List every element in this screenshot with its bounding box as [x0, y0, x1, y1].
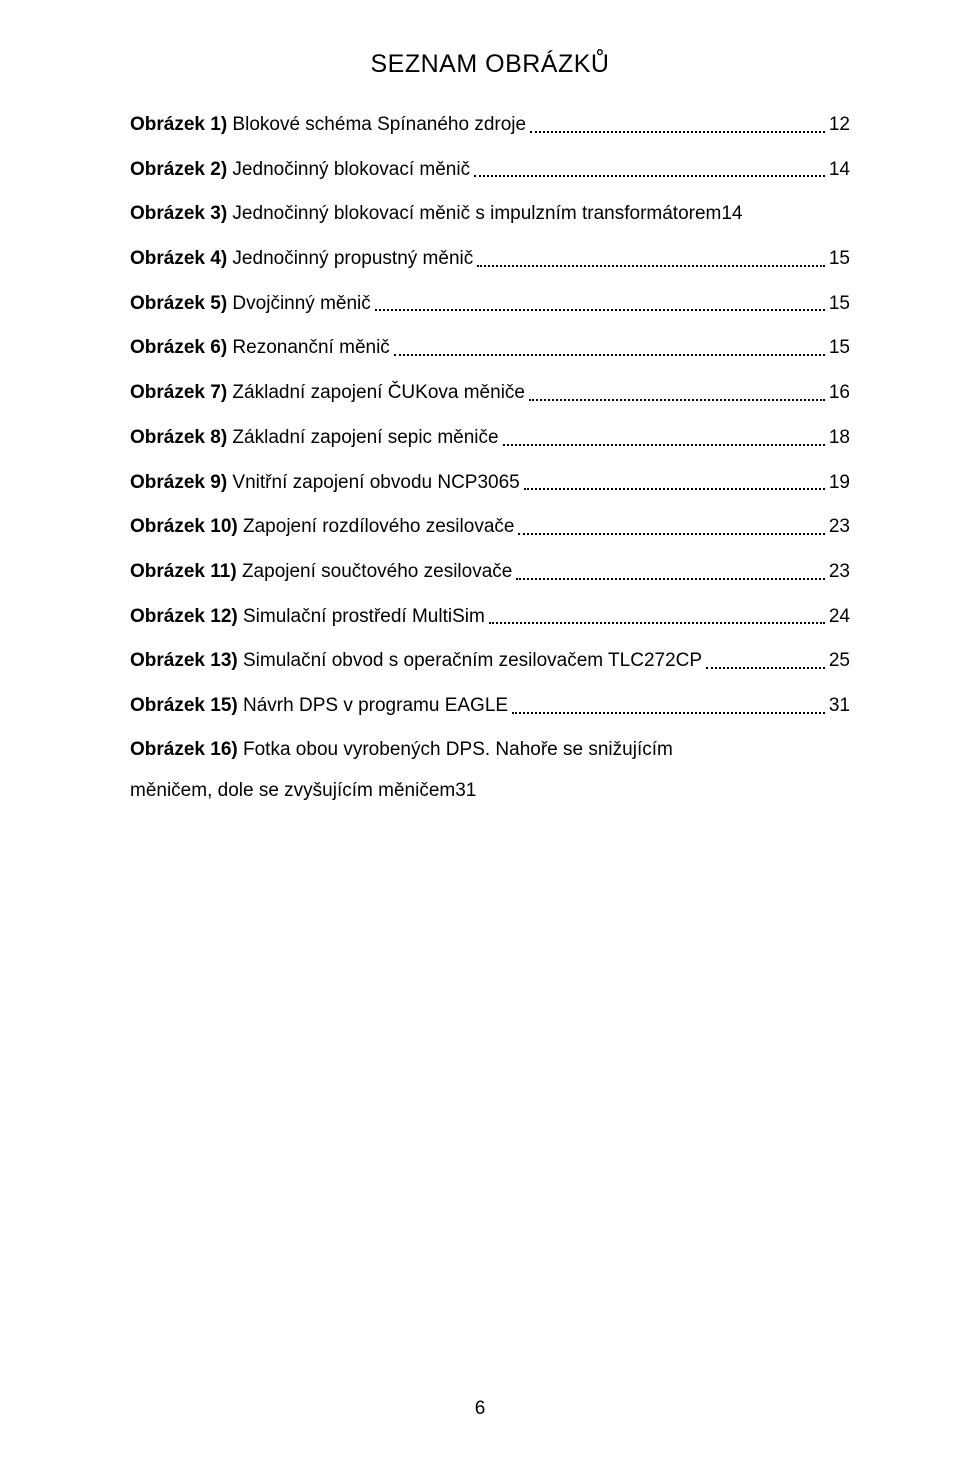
toc-rest: Základní zapojení sepic měniče: [227, 426, 498, 451]
toc-lead: Obrázek 12): [130, 605, 238, 630]
toc-entry: Obrázek 5) Dvojčinný měnič 15: [130, 292, 850, 317]
toc-entry: Obrázek 15) Návrh DPS v programu EAGLE 3…: [130, 694, 850, 719]
toc-page-number: 15: [829, 336, 850, 361]
toc-entry: Obrázek 12) Simulační prostředí MultiSim…: [130, 605, 850, 630]
toc-entry: Obrázek 7) Základní zapojení ČUKova měni…: [130, 381, 850, 406]
page-footer-number: 6: [0, 1398, 960, 1420]
toc-entry: Obrázek 1) Blokové schéma Spínaného zdro…: [130, 113, 850, 138]
toc-dots: [375, 309, 825, 311]
toc-lead: Obrázek 9): [130, 471, 227, 496]
toc-lead: Obrázek 5): [130, 292, 227, 317]
toc-rest: Jednočinný propustný měnič: [227, 247, 473, 272]
toc-entry: Obrázek 3) Jednočinný blokovací měnič s …: [130, 202, 850, 227]
toc-entry: Obrázek 8) Základní zapojení sepic měnič…: [130, 426, 850, 451]
toc-rest: Dvojčinný měnič: [227, 292, 371, 317]
toc-rest: Zapojení rozdílového zesilovače: [238, 515, 515, 540]
table-of-contents: Obrázek 1) Blokové schéma Spínaného zdro…: [130, 113, 850, 719]
toc-rest: Blokové schéma Spínaného zdroje: [227, 113, 526, 138]
toc-page-number: 31: [455, 779, 476, 804]
toc-rest: Simulační prostředí MultiSim: [238, 605, 485, 630]
toc-entry: Obrázek 9) Vnitřní zapojení obvodu NCP30…: [130, 471, 850, 496]
toc-page-number: 31: [829, 694, 850, 719]
toc-lead: Obrázek 10): [130, 515, 238, 540]
toc-page-number: 23: [829, 560, 850, 585]
toc-lead: Obrázek 8): [130, 426, 227, 451]
toc-lead: Obrázek 7): [130, 381, 227, 406]
toc-lead: Obrázek 11): [130, 560, 237, 585]
toc-page-number: 12: [829, 113, 850, 138]
toc-dots: [477, 265, 825, 267]
toc-page-number: 14: [721, 202, 742, 227]
toc-page-number: 25: [829, 649, 850, 674]
toc-dots: [474, 175, 825, 177]
toc-rest: Vnitřní zapojení obvodu NCP3065: [227, 471, 520, 496]
toc-rest: Návrh DPS v programu EAGLE: [238, 694, 508, 719]
toc-rest: Jednočinný blokovací měnič s impulzním t…: [227, 202, 721, 227]
toc-entry-multiline: Obrázek 16) Fotka obou vyrobených DPS. N…: [130, 739, 850, 804]
toc-rest: Simulační obvod s operačním zesilovačem …: [238, 649, 702, 674]
toc-lead: Obrázek 1): [130, 113, 227, 138]
toc-page-number: 24: [829, 605, 850, 630]
toc-rest: Zapojení součtového zesilovače: [237, 560, 513, 585]
toc-lead: Obrázek 13): [130, 649, 238, 674]
toc-page-number: 23: [829, 515, 850, 540]
toc-page-number: 15: [829, 292, 850, 317]
toc-lead: Obrázek 16): [130, 739, 238, 760]
toc-dots: [518, 533, 824, 535]
toc-dots: [530, 131, 825, 133]
toc-page-number: 14: [829, 158, 850, 183]
toc-dots: [706, 667, 825, 669]
toc-dots: [512, 712, 825, 714]
toc-entry: Obrázek 11) Zapojení součtového zesilova…: [130, 560, 850, 585]
toc-entry: Obrázek 13) Simulační obvod s operačním …: [130, 649, 850, 674]
toc-page-number: 18: [829, 426, 850, 451]
toc-lead: Obrázek 3): [130, 202, 227, 227]
toc-entry: Obrázek 10) Zapojení rozdílového zesilov…: [130, 515, 850, 540]
toc-dots: [489, 622, 825, 624]
toc-rest: Fotka obou vyrobených DPS. Nahoře se sni…: [238, 739, 673, 760]
toc-rest: Rezonanční měnič: [227, 336, 390, 361]
toc-entry: Obrázek 4) Jednočinný propustný měnič 15: [130, 247, 850, 272]
toc-dots: [394, 354, 825, 356]
toc-lead: Obrázek 15): [130, 694, 238, 719]
toc-dots: [516, 578, 825, 580]
toc-page-number: 15: [829, 247, 850, 272]
toc-lead: Obrázek 6): [130, 336, 227, 361]
toc-rest: Základní zapojení ČUKova měniče: [227, 381, 525, 406]
document-page: SEZNAM OBRÁZKŮ Obrázek 1) Blokové schéma…: [0, 0, 960, 1468]
toc-rest: Jednočinný blokovací měnič: [227, 158, 470, 183]
toc-dots: [503, 444, 825, 446]
toc-lead: Obrázek 4): [130, 247, 227, 272]
toc-page-number: 16: [829, 381, 850, 406]
toc-page-number: 19: [829, 471, 850, 496]
toc-lead: Obrázek 2): [130, 158, 227, 183]
toc-dots: [524, 488, 825, 490]
toc-rest-line2: měničem, dole se zvyšujícím měničem: [130, 779, 455, 804]
toc-entry: Obrázek 6) Rezonanční měnič 15: [130, 336, 850, 361]
page-title: SEZNAM OBRÁZKŮ: [130, 50, 850, 79]
toc-entry: Obrázek 2) Jednočinný blokovací měnič 14: [130, 158, 850, 183]
toc-dots: [529, 399, 825, 401]
